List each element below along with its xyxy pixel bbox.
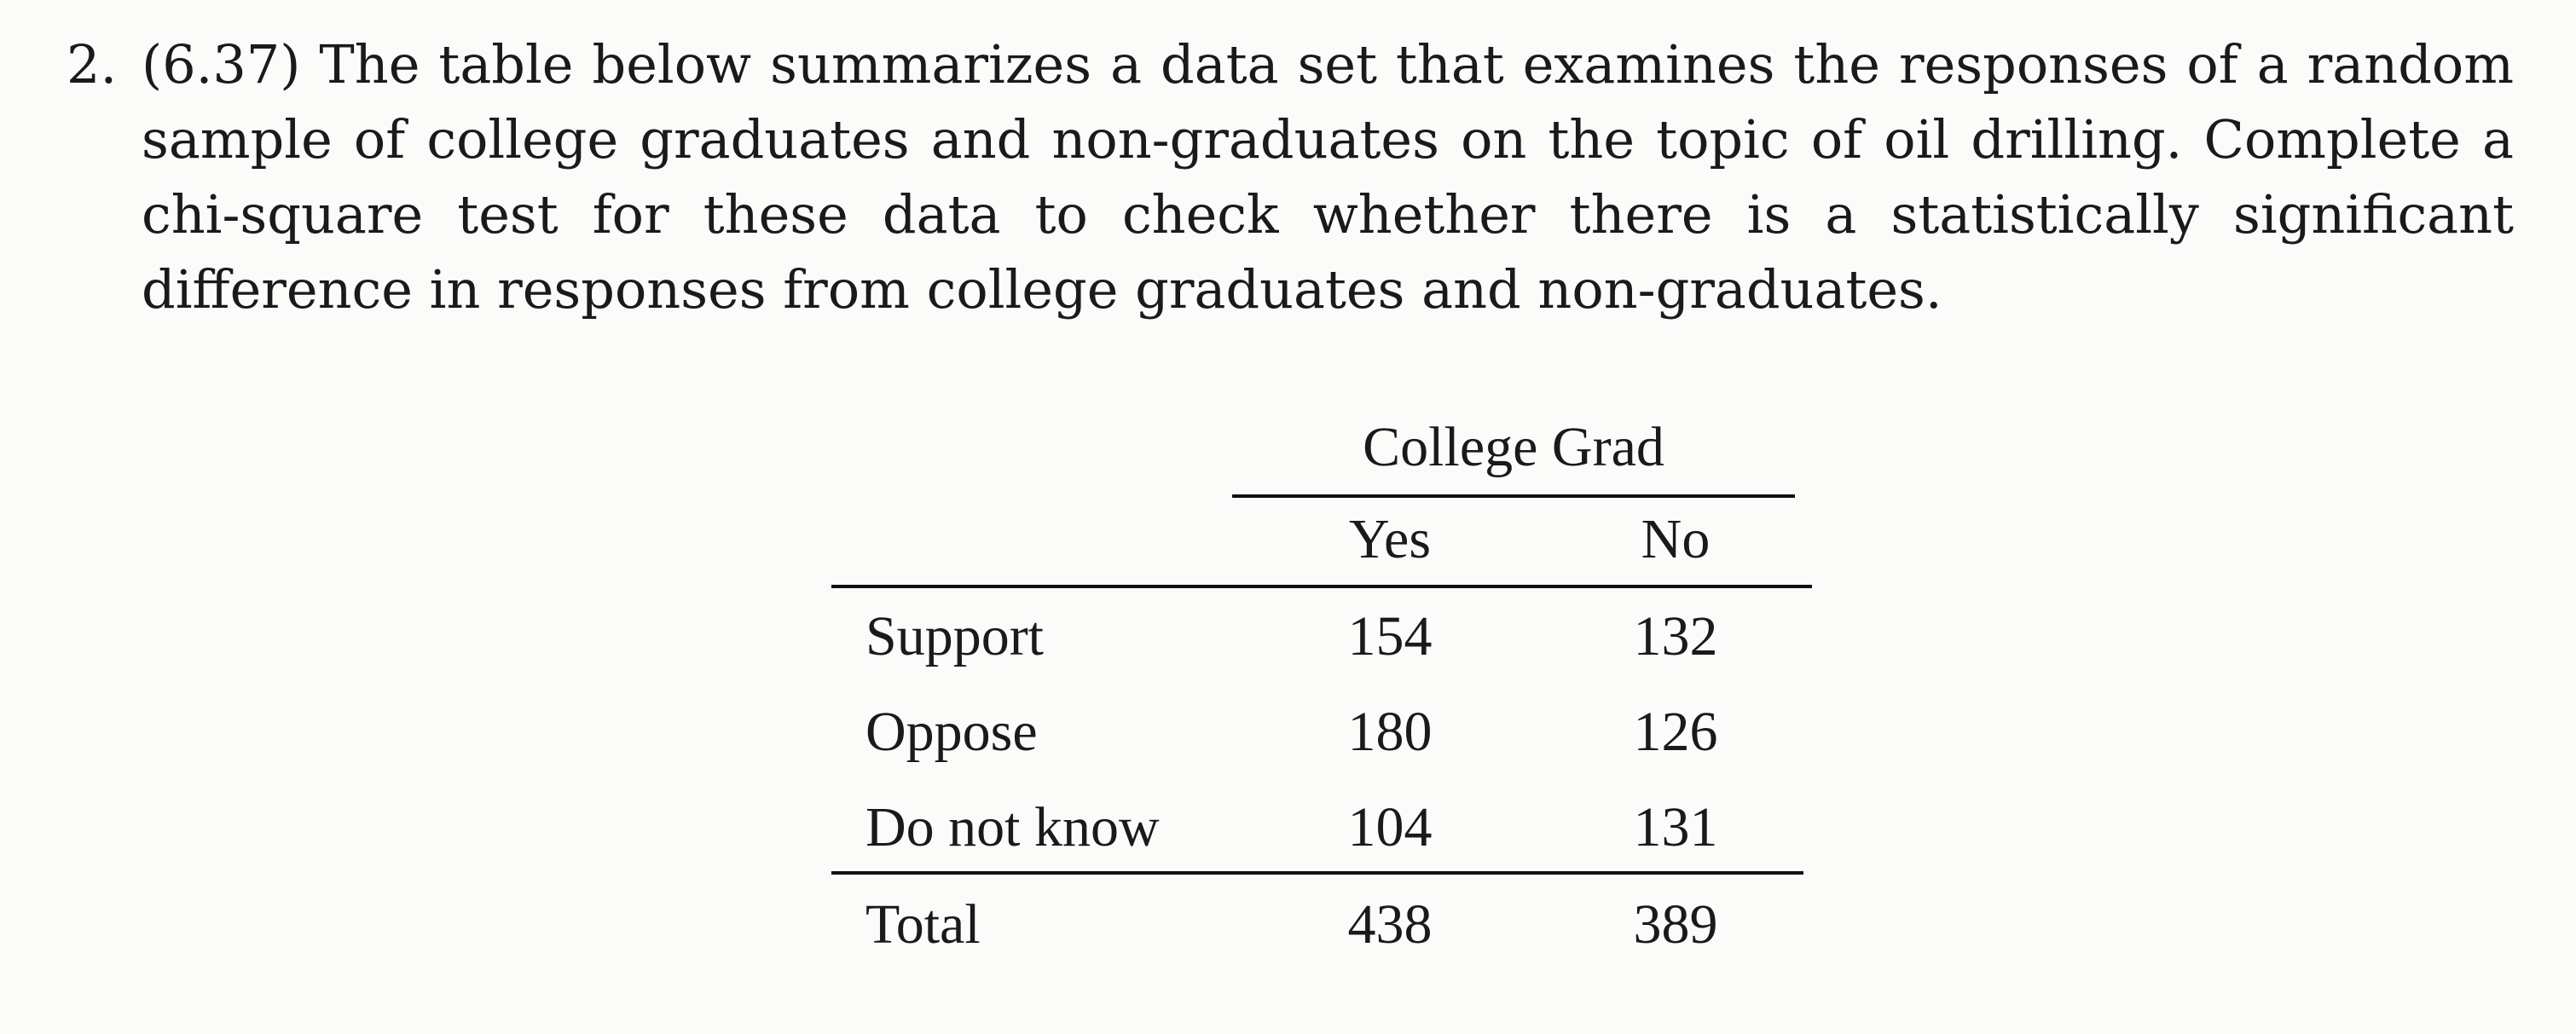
- column-header-no: No: [1641, 508, 1711, 570]
- cell-total-yes: 438: [1347, 893, 1433, 956]
- total-rule: [831, 871, 1803, 875]
- cell-do-not-know-no: 131: [1633, 796, 1718, 858]
- row-label-total: Total: [865, 893, 981, 956]
- problem-statement: 2. (6.37) The table below summarizes a d…: [67, 27, 2514, 327]
- cell-oppose-yes: 180: [1347, 701, 1433, 763]
- row-label-do-not-know: Do not know: [865, 796, 1160, 858]
- column-group-header: College Grad: [1232, 401, 1795, 498]
- cell-support-yes: 154: [1347, 605, 1433, 667]
- cell-support-no: 132: [1633, 605, 1718, 667]
- problem-number: 2.: [67, 33, 118, 95]
- cell-do-not-know-yes: 104: [1347, 796, 1433, 858]
- header-rule: [831, 585, 1812, 588]
- cell-total-no: 389: [1633, 893, 1718, 956]
- column-header-yes: Yes: [1348, 508, 1432, 570]
- cell-oppose-no: 126: [1633, 701, 1718, 763]
- problem-text: (6.37) The table below summarizes a data…: [142, 33, 2514, 321]
- row-label-oppose: Oppose: [865, 701, 1038, 763]
- row-label-support: Support: [865, 605, 1045, 667]
